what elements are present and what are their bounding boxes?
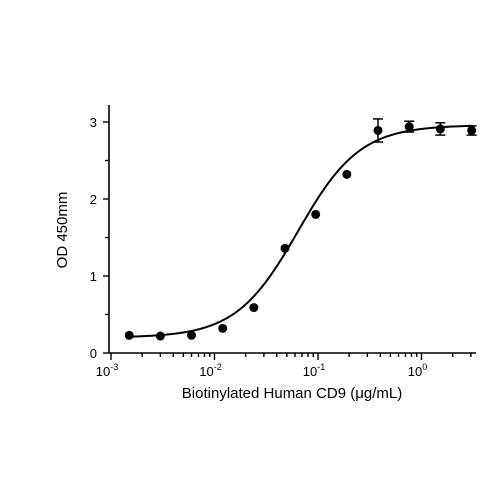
data-point (155, 331, 165, 341)
x-axis-title: Biotinylated Human CD9 (μg/mL) (182, 385, 402, 402)
y-axis-ticks: 0 1 2 3 (90, 115, 109, 361)
data-point (124, 330, 134, 340)
data-point (404, 122, 414, 132)
y-tick-label: 0 (90, 346, 97, 361)
x-tick-label: 10-1 (303, 362, 325, 379)
data-point (249, 303, 259, 313)
data-point (187, 330, 197, 340)
y-tick-label: 2 (90, 192, 97, 207)
fit-curve (129, 124, 473, 338)
data-point (280, 243, 290, 253)
data-point (218, 323, 228, 333)
data-point (435, 124, 445, 134)
data-point (311, 209, 321, 219)
y-tick-label: 1 (90, 269, 97, 284)
data-point (342, 169, 352, 179)
x-tick-label: 10-2 (199, 362, 221, 379)
data-point (467, 125, 477, 135)
data-point (373, 125, 383, 135)
y-tick-label: 3 (90, 115, 97, 130)
data-points (124, 118, 477, 341)
x-axis-ticks: 10-3 10-2 10-1 100 (96, 353, 472, 379)
x-tick-label: 100 (408, 362, 427, 379)
y-axis-title: OD 450mm (54, 192, 71, 269)
x-tick-label: 10-3 (96, 362, 118, 379)
